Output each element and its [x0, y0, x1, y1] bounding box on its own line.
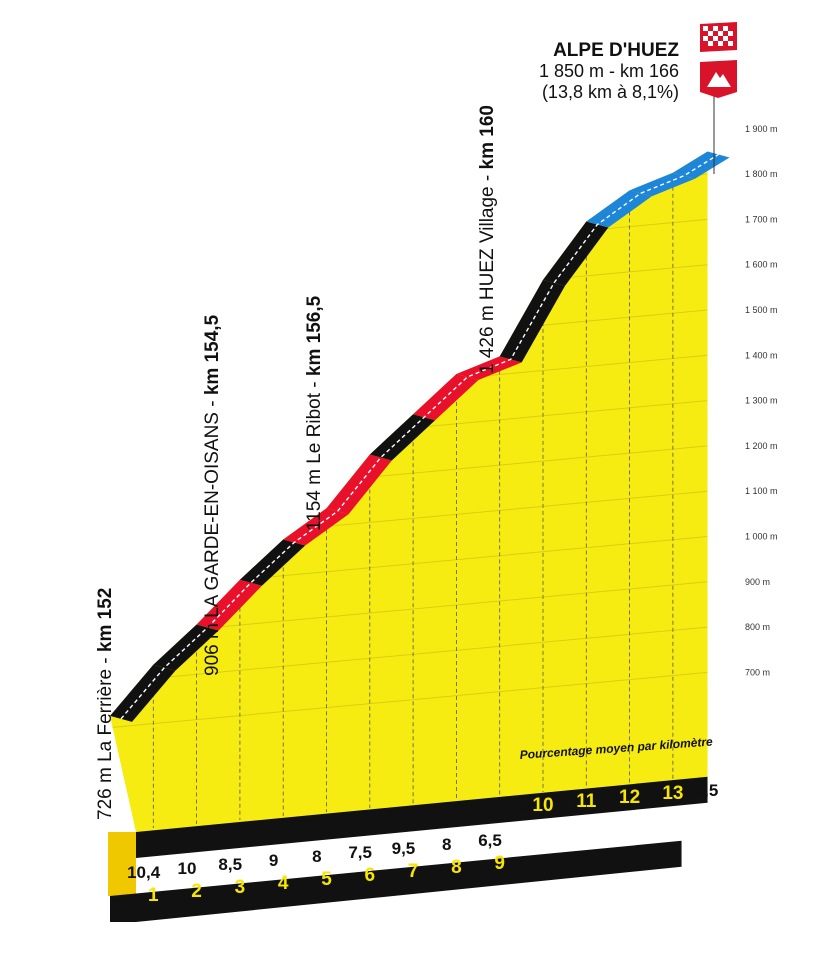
profile-fill	[110, 151, 708, 832]
altitude-tick-label: 1 200 m	[745, 441, 778, 451]
altitude-tick-label: 1 500 m	[745, 305, 778, 315]
km-label: 10	[532, 795, 553, 816]
gradient-label: 6,5	[478, 831, 502, 850]
altitude-tick-label: 1 800 m	[745, 169, 778, 179]
altitude-tick-label: 1 600 m	[745, 260, 778, 270]
km-label: 9	[494, 853, 505, 874]
altitude-tick-label: 1 300 m	[745, 396, 778, 406]
waypoint-labels: 726 m La Ferrière - km 152 906 m LA GARDE…	[95, 105, 498, 820]
route-dashed-line	[120, 153, 719, 720]
altitude-tick-label: 1 900 m	[745, 124, 778, 134]
gradient-label: 9	[572, 793, 581, 812]
summit-mountain-icon	[700, 60, 737, 98]
gradient-label: 5,5	[695, 781, 719, 800]
km-band	[136, 776, 708, 858]
km-label: 2	[191, 881, 202, 902]
gradient-label: 9,5	[392, 839, 416, 858]
gradient-labels: 10,4 10 8,5 9 8 7,5 9,5 8 6,5 11,5 9 5 5 5,5	[127, 781, 718, 882]
gradient-label: 8	[312, 847, 321, 866]
summit-altitude-km: 1 850 m - km 166	[539, 61, 679, 81]
km-label: 4	[278, 873, 289, 894]
profile-segment	[110, 664, 176, 722]
km-label: 5	[321, 869, 332, 890]
altitude-gridline	[110, 671, 708, 729]
altitude-tick-label: 900 m	[745, 577, 770, 587]
altitude-tick-label: 1 100 m	[745, 486, 778, 496]
start-block	[108, 832, 136, 896]
gradient-label: 9	[269, 851, 278, 870]
waypoint-label: 906 m LA GARDE-EN-OISANS - km 154,5	[202, 314, 223, 676]
altitude-tick-label: 1 700 m	[745, 214, 778, 224]
waypoint-label: 1154 m Le Ribot - km 156,5	[304, 295, 325, 531]
gradient-label: 10	[177, 859, 196, 878]
waypoint-label: 726 m La Ferrière - km 152	[95, 588, 116, 820]
gradient-label: 7,5	[348, 843, 372, 862]
km-label: 13	[662, 783, 683, 804]
gradient-label: 5	[659, 785, 668, 804]
km-label: 7	[408, 861, 419, 882]
gradient-label: 8	[442, 835, 451, 854]
profile-segment	[153, 624, 219, 671]
km-label: 6	[365, 865, 376, 886]
altitude-gridline	[110, 626, 708, 683]
summit-name: ALPE D'HUEZ	[553, 40, 679, 61]
km-label: 12	[619, 787, 640, 808]
checkered-flag-icon	[700, 22, 737, 52]
altitude-tick-label: 1 000 m	[745, 532, 778, 542]
km-labels: 1 2 3 4 5 6 7 8 910 11 12 13	[148, 783, 683, 906]
km-label: 11	[576, 791, 597, 812]
summit-climb-stats: (13,8 km à 8,1%)	[542, 82, 679, 102]
gradient-label: 5	[615, 789, 624, 808]
waypoint-label: 1 426 m HUEZ Village - km 160	[477, 105, 498, 374]
profile-segment	[326, 454, 392, 515]
altitude-tick-label: 800 m	[745, 622, 770, 632]
gradient-label: 11,5	[517, 797, 549, 816]
altitude-tick-label: 1 400 m	[745, 350, 778, 360]
km-label: 8	[451, 857, 462, 878]
altitude-axis: 700 m 800 m 900 m 1 000 m 1 100 m 1 200 m 1 30…	[745, 124, 778, 678]
ground-band	[110, 840, 682, 922]
profile-segment	[499, 279, 565, 363]
gradient-label: 10,4	[127, 863, 161, 882]
altitude-gridline	[110, 151, 708, 185]
gradient-label: 8,5	[218, 855, 242, 874]
km-label: 1	[148, 885, 159, 906]
km-label: 3	[235, 877, 246, 898]
altitude-tick-label: 700 m	[745, 667, 770, 677]
